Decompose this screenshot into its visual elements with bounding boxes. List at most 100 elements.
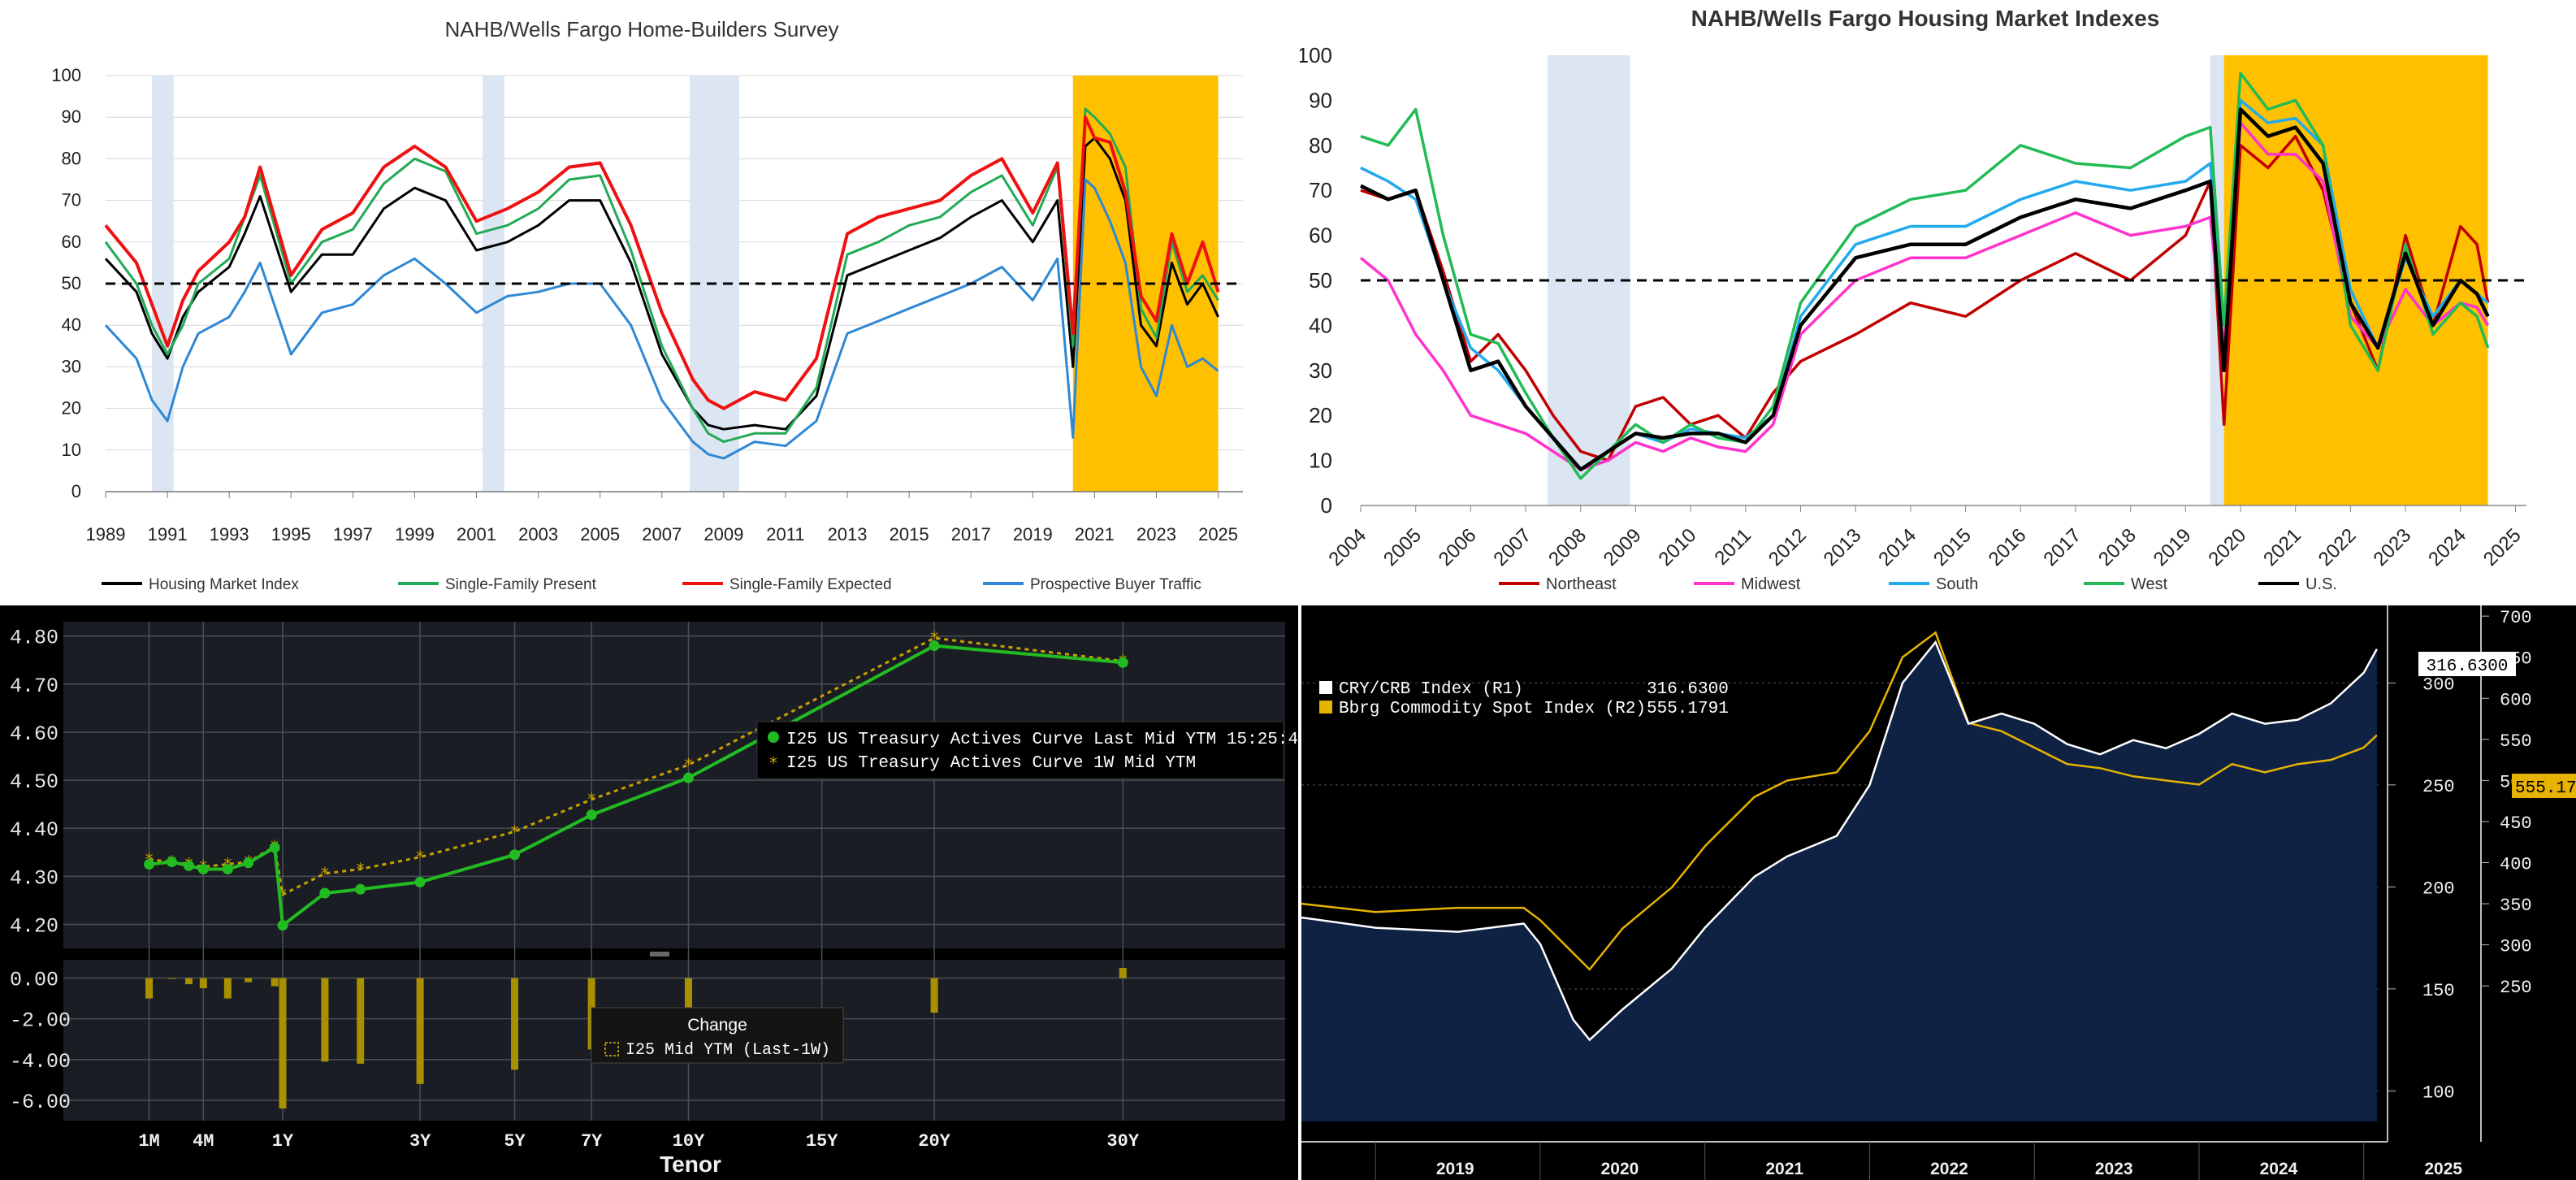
x-tick-label: 2017 [951,524,991,544]
commodity-index-chart: 3002502001501007006506005505004504003503… [1301,605,2576,1180]
x-tick-label: 2019 [1436,1160,1474,1178]
legend-swatch [1319,701,1332,714]
y-tick-label: 50 [1309,268,1332,293]
y-tick-label: 100 [2422,1082,2455,1103]
series-line-last [149,644,1123,929]
commodity-index-svg: 3002502001501007006506005505004504003503… [1301,605,2576,1180]
x-tick-label: 2020 [1601,1160,1639,1178]
series-marker-last [414,876,426,887]
x-tick-label: 2007 [1489,524,1535,570]
y-tick-label: 300 [2422,675,2455,695]
x-tick-label: 2025 [2479,524,2526,570]
legend-swatch [768,731,779,743]
x-tick-label: 4M [193,1131,214,1152]
x-tick-label: 2021 [1075,524,1115,544]
series-marker-last [144,859,155,870]
legend-label: U.S. [2305,575,2337,593]
series-line-1w [149,636,1123,897]
legend-swatch: * [769,753,777,773]
change-bar [684,978,692,1027]
series-marker-last [319,887,331,899]
x-tick-label: 10Y [673,1131,705,1152]
y-tick-label: 70 [1309,178,1332,202]
legend-value: 316.6300 [1647,680,1729,699]
legend-swatch [604,1042,619,1056]
x-tick-label: 2015 [890,524,929,544]
series-line [1360,107,2490,471]
x-tick-label: 2007 [642,524,682,544]
y-tick-label: 20 [1309,403,1332,427]
x-tick-label: 2021 [2259,524,2305,570]
upper-plot-bg [63,622,1285,948]
y-tick-label: 4.30 [10,866,58,890]
y-tick-label: 100 [1300,43,1332,67]
series-line [1360,72,2490,480]
change-bar [185,978,193,985]
y-tick-label: 250 [2422,777,2455,797]
series-marker-last [243,857,254,869]
series-marker-1w: * [321,864,329,883]
change-bar [271,978,279,987]
x-tick-label: 2025 [1198,524,1238,544]
legend-label: Prospective Buyer Traffic [1030,576,1201,593]
legend-label: Single-Family Expected [730,576,892,593]
x-tick-label: 3Y [409,1131,431,1152]
y-tick-label: -2.00 [10,1009,71,1033]
x-tick-label: 2013 [828,524,868,544]
legend-label: South [1936,575,1978,593]
y-tick-label: 4.40 [10,818,58,842]
series-marker-last [586,809,597,821]
last-value-tag [2512,774,2576,798]
series-marker-last [509,849,521,861]
x-tick-label: 30Y [1106,1131,1139,1152]
x-tick-label: 5Y [504,1131,526,1152]
y-tick-label: 80 [1309,133,1332,158]
x-tick-label: 1991 [148,524,188,544]
x-tick-label: 2003 [518,524,558,544]
y-tick-label: 350 [2500,896,2532,916]
x-tick-label: 7Y [581,1131,603,1152]
y-tick-label: 30 [62,356,81,376]
housing-market-indexes-chart: NAHB/Wells Fargo Housing Market Indexes 1… [1300,0,2576,603]
legend-label: Northeast [1546,575,1617,593]
x-tick-label: 2021 [1765,1160,1803,1178]
pane-splitter [650,952,669,957]
x-tick-label: 2014 [1874,524,1920,570]
series-marker-last [929,640,940,652]
x-tick-label: 2006 [1435,524,1481,570]
y-tick-label: 4.20 [10,914,58,938]
x-tick-label: 1997 [333,524,373,544]
x-tick-label: 2009 [704,524,743,544]
change-bar [167,978,175,979]
y-tick-label: 60 [62,232,81,252]
y-tick-label: 4.60 [10,722,58,746]
x-tick-label: 1989 [86,524,126,544]
y-tick-label: -6.00 [10,1091,71,1114]
series-marker-1w: * [279,885,287,905]
x-tick-label: 2016 [1985,524,2031,570]
series-line [104,115,1220,410]
legend-swatch [1319,681,1332,694]
x-tick-label: 2023 [2095,1160,2133,1178]
series-marker-1w: * [930,628,938,648]
change-legend-title: Change [687,1016,747,1035]
legend-value: 555.1791 [1647,700,1729,718]
x-tick-label: 2022 [1930,1160,1968,1178]
x-tick-label: 1Y [272,1131,294,1152]
y-tick-label: 0.00 [10,969,58,992]
series-line [104,107,1219,444]
change-bar [279,978,287,1108]
x-tick-label: 2010 [1655,524,1701,570]
change-bar [357,978,365,1064]
y-tick-label: 50 [62,273,81,293]
x-tick-label: 2005 [1379,524,1426,570]
legend-label: Bbrg Commodity Spot Index (R2) [1339,700,1646,718]
treasury-curve-chart: 4.80 4.70 4.60 4.50 4.40 4.30 4.20 0.00 -2.00 -4.… [0,605,1298,1180]
x-tick-label: 2008 [1544,524,1591,570]
treasury-curve-svg: 4.80 4.70 4.60 4.50 4.40 4.30 4.20 0.00 -2.00 -4.… [10,622,1298,1177]
legend-label: Midwest [1741,575,1801,593]
y-tick-label: 100 [51,65,81,85]
housing-market-indexes-svg: NAHB/Wells Fargo Housing Market Indexes 1… [1300,6,2526,593]
series-marker-last [222,863,233,874]
series-marker-1w: * [684,755,692,774]
